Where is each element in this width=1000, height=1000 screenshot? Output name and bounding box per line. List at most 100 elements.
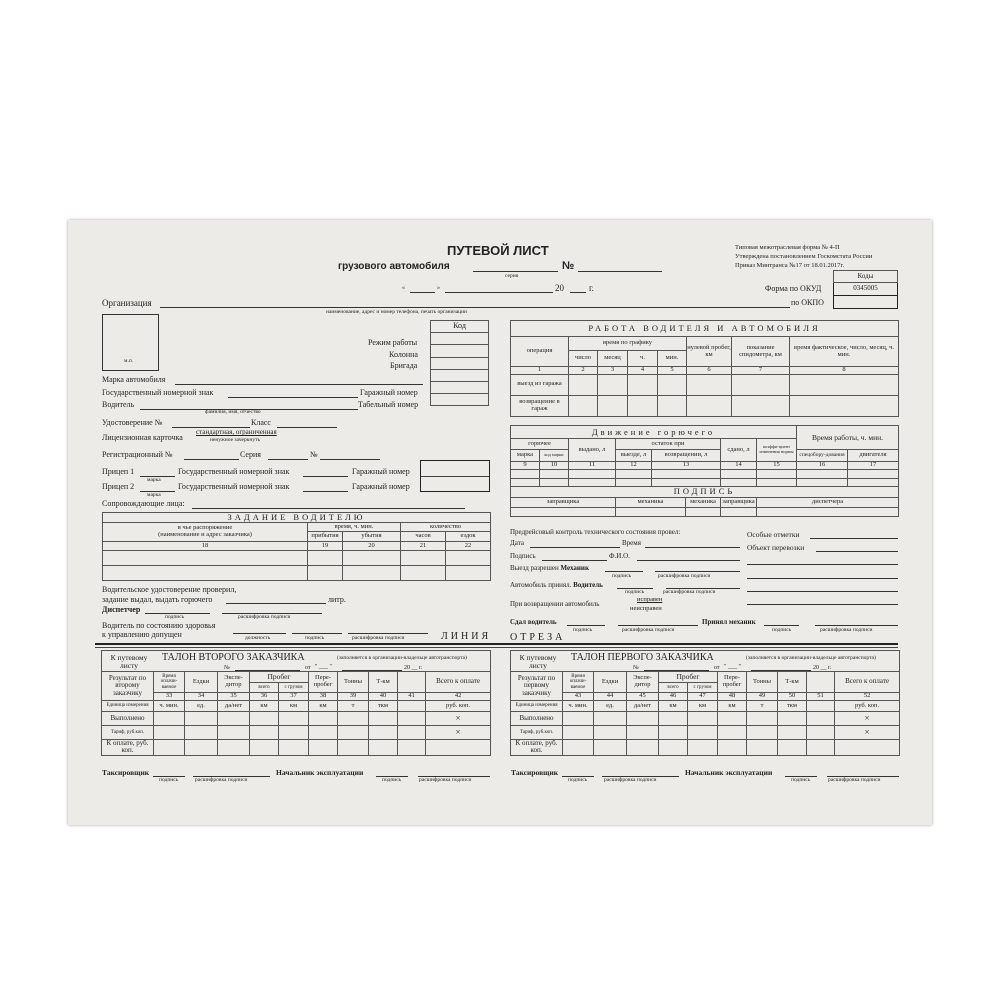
- task-row[interactable]: [102, 565, 492, 581]
- fuel-row[interactable]: [510, 468, 900, 479]
- col-number: 33: [153, 692, 185, 701]
- handed-sign[interactable]: [567, 625, 605, 626]
- notes-line[interactable]: [747, 564, 898, 565]
- year-field[interactable]: [570, 292, 586, 293]
- series-field[interactable]: [268, 459, 308, 460]
- cargo-object-field[interactable]: [816, 551, 898, 552]
- done-row[interactable]: Выполнено ×: [510, 711, 901, 726]
- health-sign[interactable]: [292, 633, 342, 634]
- notes-line[interactable]: [747, 591, 898, 592]
- speedometer-header: показание спидометра, км: [731, 336, 790, 367]
- received-decode[interactable]: [815, 625, 898, 626]
- talon-month-field[interactable]: [342, 670, 402, 671]
- position-field[interactable]: [233, 633, 286, 634]
- driver-decode[interactable]: [666, 588, 740, 589]
- trailer1-plate[interactable]: [303, 476, 348, 477]
- mechanic-sign-header: механика: [615, 496, 686, 508]
- time-field[interactable]: [645, 547, 740, 548]
- fio-field[interactable]: [637, 560, 740, 561]
- reg-field[interactable]: [184, 459, 239, 460]
- unit-cell: [397, 700, 426, 712]
- license-field[interactable]: [172, 427, 250, 428]
- taxer-sign[interactable]: [153, 776, 185, 777]
- notes-line[interactable]: [747, 604, 898, 605]
- month-field[interactable]: [445, 292, 553, 293]
- work-row-departure[interactable]: выезд из гаража: [510, 373, 900, 396]
- col-number: 2: [568, 366, 598, 375]
- signature-row[interactable]: [510, 506, 900, 517]
- col-number: 40: [368, 692, 398, 701]
- special-marks-field[interactable]: [810, 538, 898, 539]
- decode-caption: расшифровка подписи: [820, 627, 873, 633]
- chief-sign[interactable]: [785, 776, 817, 777]
- code-cell[interactable]: [430, 381, 489, 394]
- task-row[interactable]: [102, 550, 492, 566]
- trailer-garage-box[interactable]: [420, 460, 490, 492]
- col-number: 48: [717, 692, 747, 701]
- unit-label: Единица измерения: [510, 700, 563, 712]
- state-ok-option[interactable]: исправен: [637, 596, 663, 603]
- brand-caption: марка: [147, 477, 161, 483]
- chief-decode[interactable]: [827, 776, 899, 777]
- escort-field[interactable]: [192, 508, 465, 509]
- license-card-options[interactable]: стандартная, ограниченная: [196, 428, 277, 436]
- dispatcher-decode[interactable]: [222, 613, 322, 614]
- paid-time-header: Время оплачи-ваемое: [153, 671, 185, 693]
- trailer1-brand[interactable]: [140, 476, 175, 477]
- notes-line[interactable]: [747, 578, 898, 579]
- series-field[interactable]: [473, 271, 558, 272]
- code-cell[interactable]: [430, 332, 489, 345]
- taxer-decode[interactable]: [602, 776, 679, 777]
- org-field[interactable]: [160, 307, 790, 308]
- chief-decode[interactable]: [418, 776, 490, 777]
- col-number: 49: [746, 692, 778, 701]
- number-field[interactable]: [578, 271, 662, 272]
- code-cell[interactable]: [430, 344, 489, 358]
- vehicle-brand-field[interactable]: [175, 384, 423, 385]
- series-label: Серия: [240, 450, 261, 459]
- code-cell[interactable]: [430, 393, 489, 406]
- tariff-row[interactable]: Тариф, руб.коп. ×: [101, 725, 492, 740]
- day-field[interactable]: [410, 292, 435, 293]
- fuel-amount-field[interactable]: [226, 603, 326, 604]
- chief-sign[interactable]: [376, 776, 408, 777]
- driver-sign[interactable]: [617, 588, 653, 589]
- state-faulty-option[interactable]: неисправен: [630, 605, 662, 612]
- talon-number-field[interactable]: [644, 670, 709, 671]
- pay-row[interactable]: К оплате, руб. коп.: [510, 739, 901, 756]
- okpo-code[interactable]: [833, 295, 898, 309]
- talon-month-field[interactable]: [751, 670, 811, 671]
- driver-field[interactable]: [140, 409, 358, 410]
- mechanic-decode[interactable]: [655, 571, 740, 572]
- fuel-row[interactable]: [510, 477, 900, 487]
- col-number: 44: [593, 692, 627, 701]
- col-number: 14: [720, 461, 757, 470]
- taxer-decode[interactable]: [193, 776, 270, 777]
- cross-mark: ×: [833, 711, 901, 726]
- class-field[interactable]: [277, 427, 337, 428]
- received-sign[interactable]: [764, 625, 799, 626]
- code-cell[interactable]: [430, 357, 489, 370]
- sign-field[interactable]: [542, 560, 607, 561]
- tariff-row[interactable]: Тариф, руб.коп. ×: [510, 725, 901, 740]
- code-cell[interactable]: [430, 369, 489, 382]
- dispatcher-sign[interactable]: [145, 613, 210, 614]
- date-field[interactable]: [530, 547, 620, 548]
- order-note: Приказ Минтранса №17 от 18.01.2017г.: [735, 262, 845, 269]
- talon-day-field[interactable]: " ___ ": [315, 664, 332, 670]
- handed-decode[interactable]: [618, 625, 698, 626]
- plate-field[interactable]: [228, 397, 358, 398]
- trailer2-plate-label: Государственный номерной знак: [178, 482, 290, 491]
- taxer-sign[interactable]: [562, 776, 594, 777]
- talon-day-field[interactable]: " ___ ": [724, 664, 741, 670]
- health-decode[interactable]: [348, 633, 428, 634]
- pay-row[interactable]: К оплате, руб. коп.: [101, 739, 492, 756]
- number-field[interactable]: [320, 459, 380, 460]
- work-row-return[interactable]: возвращение в гараж: [510, 394, 900, 417]
- done-row[interactable]: Выполнено ×: [101, 711, 492, 726]
- mechanic-sign[interactable]: [605, 571, 643, 572]
- trailer2-brand[interactable]: [140, 491, 175, 492]
- trailer2-plate[interactable]: [303, 491, 348, 492]
- talon-number-field[interactable]: [235, 670, 300, 671]
- license-checked-text: Водительское удостоверение проверил,: [102, 585, 237, 594]
